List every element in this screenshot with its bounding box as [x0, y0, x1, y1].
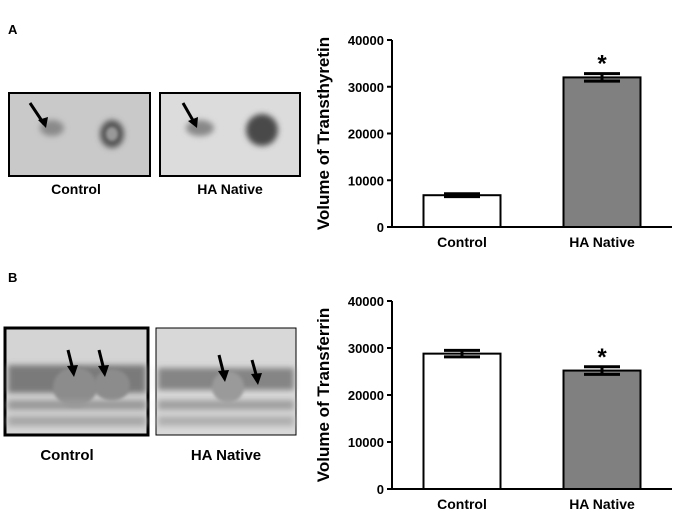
error-bar: [444, 192, 480, 199]
panel-label: A: [8, 22, 18, 37]
gel-image: [155, 327, 297, 436]
error-bar: [584, 365, 620, 376]
gel-image: [159, 92, 301, 177]
image-caption: HA Native: [197, 181, 263, 197]
y-tick-label: 30000: [348, 341, 384, 356]
annotation: *: [597, 344, 607, 371]
x-tick-label: HA Native: [569, 234, 635, 250]
bar: [562, 369, 642, 490]
image-caption: Control: [40, 447, 93, 464]
error-bar: [444, 348, 480, 359]
y-tick-label: 30000: [348, 80, 384, 95]
x-tick-label: HA Native: [569, 496, 635, 512]
y-tick-label: 20000: [348, 388, 384, 403]
gel-image: [8, 92, 151, 177]
y-tick-label: 10000: [348, 435, 384, 450]
gel-image: [3, 326, 150, 437]
y-axis-label: Volume of Transferrin: [314, 308, 333, 482]
bar: [422, 352, 502, 491]
bar: [422, 194, 502, 229]
annotation: *: [597, 51, 607, 78]
error-bar: [584, 72, 620, 83]
bar: [562, 76, 642, 229]
panel-label: B: [8, 270, 17, 285]
y-tick-label: 10000: [348, 173, 384, 188]
y-tick-label: 0: [377, 482, 384, 497]
y-tick-label: 40000: [348, 33, 384, 48]
y-tick-label: 0: [377, 220, 384, 235]
image-caption: HA Native: [191, 447, 261, 464]
y-axis-label: Volume of Transthyretin: [314, 37, 333, 230]
image-caption: Control: [51, 181, 101, 197]
x-tick-label: Control: [437, 496, 487, 512]
y-tick-label: 40000: [348, 294, 384, 309]
y-tick-label: 20000: [348, 127, 384, 142]
x-tick-label: Control: [437, 234, 487, 250]
